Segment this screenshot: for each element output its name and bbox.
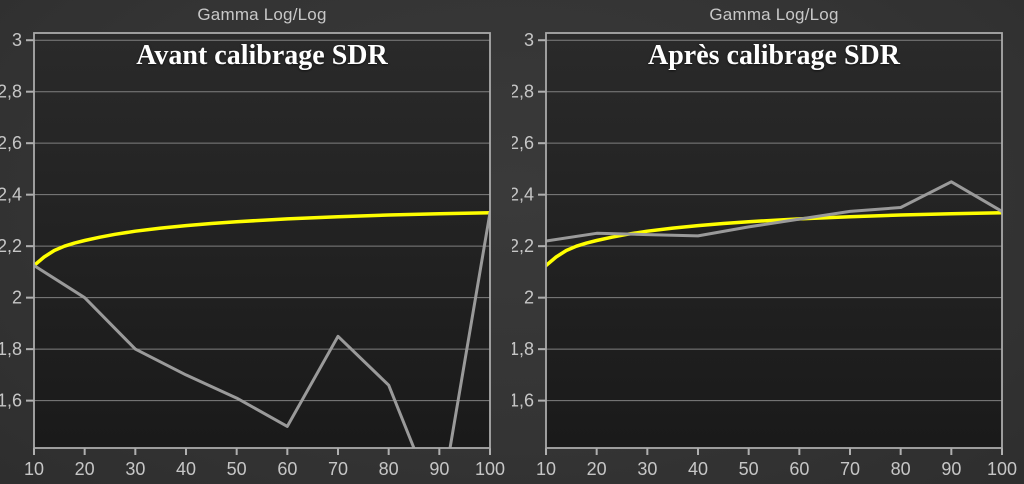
y-tick-label: 2,2: [0, 236, 22, 256]
series-group: [546, 180, 1002, 268]
x-tick-label: 80: [891, 459, 911, 479]
x-tick-label: 10: [24, 459, 44, 479]
y-tick-label: 2,4: [0, 185, 22, 205]
x-tick-label: 60: [277, 459, 297, 479]
series-measured-gamma: [34, 211, 490, 448]
x-tick-label: 20: [75, 459, 95, 479]
chart-panel-avant: 3 2,8 2,6 2,4 2,2 2 1,8 1,6 10 20 30 40 50 60 70 80 90 10…: [0, 5, 505, 479]
x-tick-label: 40: [176, 459, 196, 479]
chart-avant-svg: 3 2,8 2,6 2,4 2,2 2 1,8 1,6 10 20 30 40 50 60 70 80 90 10…: [0, 30, 505, 479]
chart-top-title: Gamma Log/Log: [197, 5, 327, 24]
x-tick-label: 80: [379, 459, 399, 479]
x-tick-label: 40: [688, 459, 708, 479]
x-tick-label: 70: [840, 459, 860, 479]
chart-panel-apres: 3 2,8 2,6 2,4 2,2 2 1,8 1,6 10 20 30 40 50 60 70 80 90 10…: [512, 0, 1024, 484]
x-tick-label: 50: [739, 459, 759, 479]
plot-frame: [33, 32, 491, 449]
chart-title: Avant calibrage SDR: [136, 40, 388, 71]
x-tick-label: 90: [429, 459, 449, 479]
x-tick-label: 100: [475, 459, 505, 479]
x-tick-label: 70: [328, 459, 348, 479]
y-tick-label: 2,8: [0, 82, 22, 102]
plot-area: [546, 33, 1002, 448]
y-tick-label: 2,4: [512, 185, 534, 205]
series-reference-gamma: [546, 210, 1002, 268]
y-tick-label: 2: [12, 288, 22, 308]
y-tick-label: 2,6: [512, 133, 534, 153]
x-tick-label: 30: [637, 459, 657, 479]
x-tick-label: 10: [536, 459, 556, 479]
y-tick-label: 2,2: [512, 236, 534, 256]
y-tick-label: 1,8: [0, 339, 22, 359]
y-tick-label: 3: [12, 30, 22, 50]
x-tick-label: 60: [789, 459, 809, 479]
series-reference-gamma: [34, 210, 490, 268]
y-tick-label: 2,6: [0, 133, 22, 153]
y-tick-label: 1,8: [512, 339, 534, 359]
plot-area: [34, 33, 490, 448]
x-tick-label: 100: [987, 459, 1017, 479]
y-tick-label: 1,6: [512, 391, 534, 411]
y-tick-label: 3: [524, 30, 534, 50]
y-tick-label: 2,8: [512, 82, 534, 102]
x-tick-label: 30: [125, 459, 145, 479]
chart-apres-svg: 3 2,8 2,6 2,4 2,2 2 1,8 1,6 10 20 30 40 50 60 70 80 90 10…: [512, 30, 1017, 479]
x-tick-label: 20: [587, 459, 607, 479]
plot-frame: [545, 32, 1003, 449]
series-measured-gamma: [546, 180, 1002, 243]
chart-top-title: Gamma Log/Log: [709, 5, 839, 24]
chart-title: Après calibrage SDR: [648, 40, 900, 71]
y-tick-label: 2: [524, 288, 534, 308]
y-tick-label: 1,6: [0, 391, 22, 411]
x-tick-label: 50: [227, 459, 247, 479]
x-tick-label: 90: [941, 459, 961, 479]
series-group: [34, 210, 490, 448]
